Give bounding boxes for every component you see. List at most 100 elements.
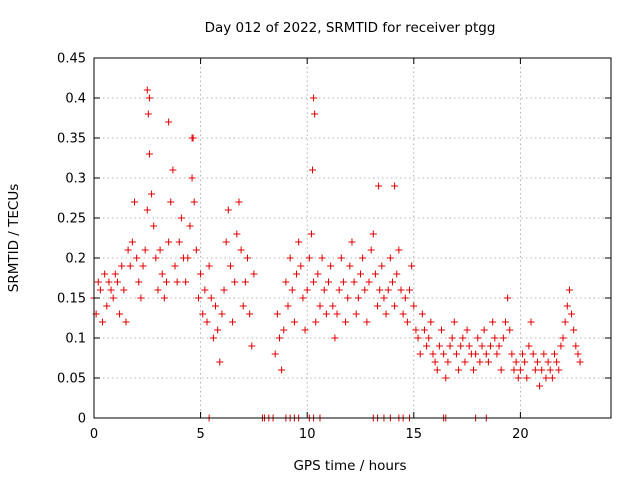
data-point [431,358,439,366]
data-point [233,230,241,238]
data-point [118,262,126,270]
y-tick-label: 0.25 [57,212,86,227]
data-point [354,294,362,302]
data-point [551,350,559,358]
data-point [344,294,352,302]
data-point [356,270,364,278]
data-point [271,350,279,358]
data-point [487,342,495,350]
data-point [337,254,345,262]
data-point [540,350,548,358]
data-point [459,334,467,342]
data-point [216,358,224,366]
data-point [435,342,443,350]
data-point [531,366,539,374]
data-point [154,286,162,294]
data-point [469,366,477,374]
data-point [352,310,360,318]
data-point [275,334,283,342]
data-point [371,270,379,278]
data-point [190,198,198,206]
x-tick-label: 10 [299,427,316,442]
data-point [173,278,181,286]
data-point [538,366,546,374]
data-point [241,278,249,286]
data-point [397,286,405,294]
data-point [348,238,356,246]
data-point [361,286,369,294]
data-point [542,374,550,382]
data-point [209,334,217,342]
data-point [350,278,358,286]
data-point [120,286,128,294]
data-point [425,334,433,342]
data-point [339,278,347,286]
data-point [175,238,183,246]
data-point [199,310,207,318]
data-point [141,246,149,254]
data-point [553,358,561,366]
data-point [491,334,499,342]
data-point [472,350,480,358]
data-point [316,302,324,310]
data-point [314,270,322,278]
data-point [525,342,533,350]
data-point [312,318,320,326]
data-point [182,278,190,286]
data-point [143,86,151,94]
data-point [433,366,441,374]
data-point [290,318,298,326]
data-point [99,318,107,326]
data-point [403,318,411,326]
data-point [310,278,318,286]
data-point [391,302,399,310]
data-point [105,278,113,286]
data-point [346,262,354,270]
data-point [128,238,136,246]
data-point [474,334,482,342]
data-point [331,334,339,342]
data-point [506,326,514,334]
data-point [388,278,396,286]
data-point [150,222,158,230]
data-point [557,342,565,350]
data-point [192,246,200,254]
data-point [239,302,247,310]
data-point [143,206,151,214]
data-point [194,294,202,302]
y-tick-labels: 0 0.05 0.1 0.15 0.2 0.25 0.3 0.35 0.4 0.45 [57,52,86,427]
data-point [107,286,115,294]
data-point [220,286,228,294]
data-point [169,166,177,174]
x-tick-label: 20 [512,427,529,442]
data-point [113,278,121,286]
data-point [322,310,330,318]
data-point [329,302,337,310]
data-point [555,366,563,374]
data-point [523,374,531,382]
data-point [186,222,194,230]
data-point [375,182,383,190]
data-point [212,302,220,310]
data-point [559,334,567,342]
plot-frame [93,57,612,419]
x-tick-label: 5 [196,427,204,442]
y-tick-label: 0.05 [57,372,86,387]
y-tick-label: 0.2 [65,252,86,267]
data-point [284,302,292,310]
data-point [188,174,196,182]
data-point [572,342,580,350]
data-point [450,318,458,326]
data-point [399,310,407,318]
data-point [386,254,394,262]
data-point [512,358,520,366]
data-point [184,254,192,262]
data-point [224,206,232,214]
data-point [461,358,469,366]
data-point [273,310,281,318]
data-point [122,318,130,326]
data-point [438,326,446,334]
data-point [137,294,145,302]
data-point [544,358,552,366]
